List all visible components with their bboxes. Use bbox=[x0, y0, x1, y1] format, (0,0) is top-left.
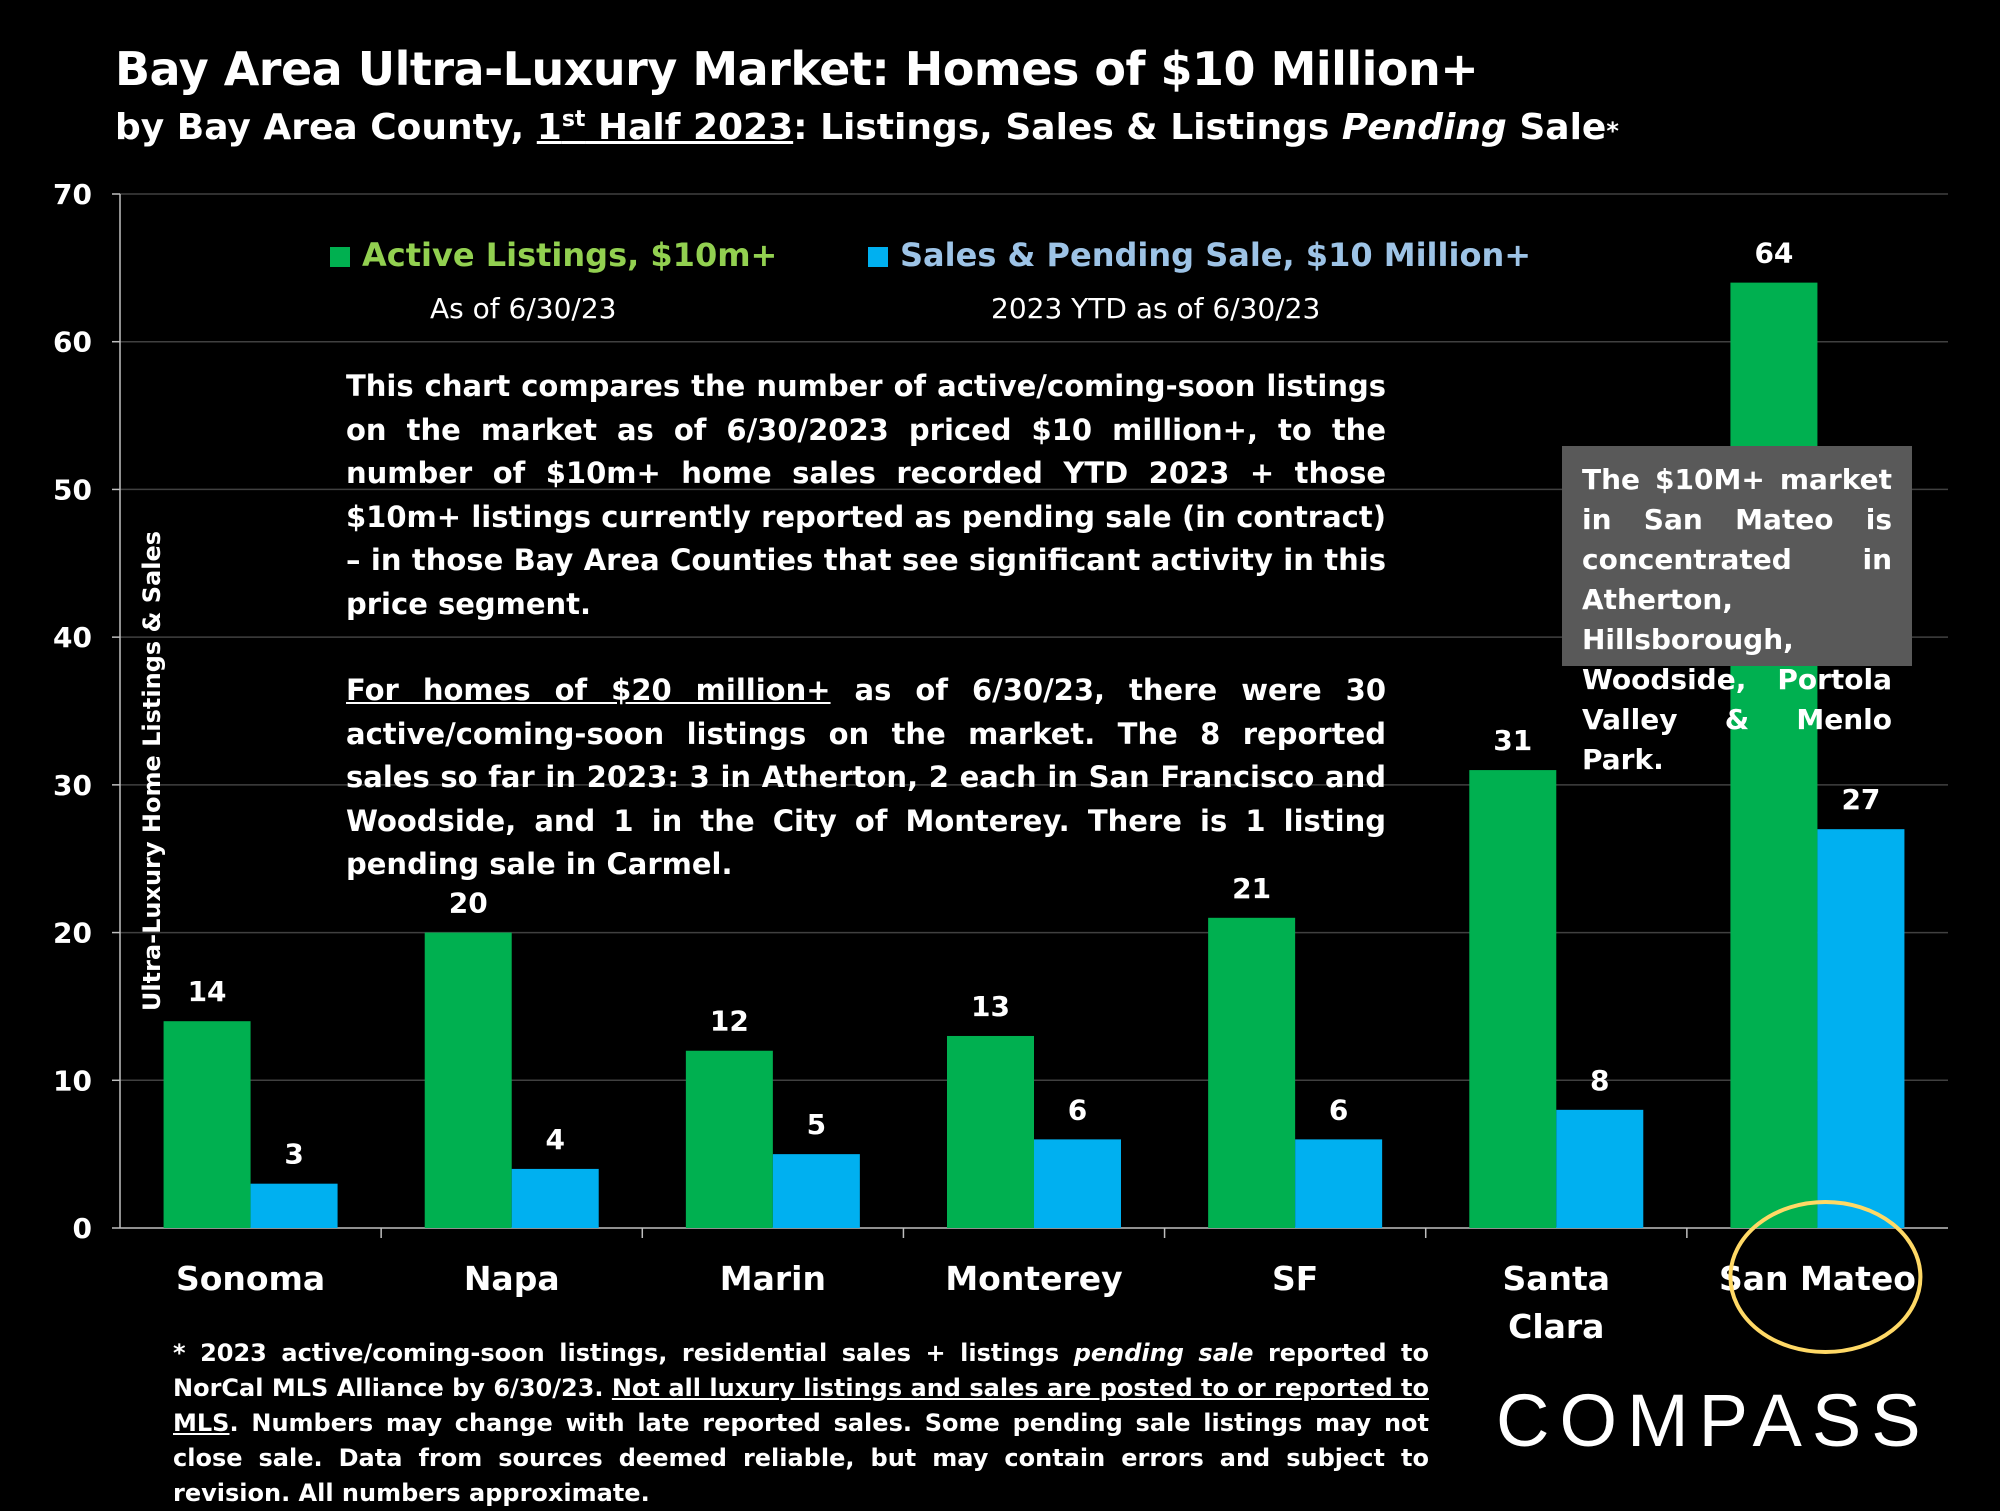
x-category-label: Monterey bbox=[945, 1259, 1122, 1298]
bar-sales bbox=[250, 1183, 338, 1228]
data-label: 3 bbox=[284, 1138, 303, 1171]
y-tick-label: 0 bbox=[73, 1212, 92, 1245]
legend-swatch-sales bbox=[868, 247, 888, 267]
legend-active-listings: Active Listings, $10m+ bbox=[330, 236, 777, 274]
y-tick-label: 20 bbox=[53, 917, 92, 950]
y-tick-label: 60 bbox=[53, 326, 92, 359]
data-label: 5 bbox=[807, 1108, 826, 1141]
data-label: 21 bbox=[1232, 872, 1271, 905]
bar-active bbox=[1208, 917, 1296, 1228]
legend-swatch-active bbox=[330, 247, 350, 267]
y-tick-label: 70 bbox=[53, 178, 92, 211]
legend-sub-sales: 2023 YTD as of 6/30/23 bbox=[991, 292, 1321, 325]
legend-label-active: Active Listings, $10m+ bbox=[362, 236, 778, 274]
san-mateo-callout: The $10M+ market in San Mateo is concent… bbox=[1562, 446, 1912, 776]
data-label: 27 bbox=[1841, 783, 1880, 816]
x-category-label: Sonoma bbox=[176, 1259, 325, 1298]
data-label: 6 bbox=[1068, 1093, 1087, 1126]
bar-sales bbox=[1817, 829, 1905, 1228]
x-category-label: Clara bbox=[1508, 1307, 1604, 1346]
chart-title: Bay Area Ultra-Luxury Market: Homes of $… bbox=[115, 42, 1479, 96]
bar-active bbox=[1469, 770, 1557, 1228]
bar-active bbox=[685, 1050, 773, 1228]
x-category-label: Napa bbox=[464, 1259, 560, 1298]
bar-sales bbox=[1295, 1139, 1383, 1228]
y-tick-label: 50 bbox=[53, 473, 92, 506]
y-tick-label: 10 bbox=[53, 1064, 92, 1097]
bar-active bbox=[947, 1035, 1034, 1228]
chart-subtitle: by Bay Area County, 1st Half 2023: Listi… bbox=[115, 107, 1619, 148]
bar-active bbox=[1730, 282, 1818, 1229]
compass-logo: COMPASS bbox=[1496, 1379, 1931, 1462]
data-label: 14 bbox=[188, 975, 227, 1008]
data-label: 20 bbox=[449, 887, 488, 920]
data-label: 8 bbox=[1590, 1064, 1609, 1097]
data-label: 31 bbox=[1493, 724, 1532, 757]
data-label: 6 bbox=[1329, 1093, 1348, 1126]
data-label: 12 bbox=[710, 1005, 749, 1038]
bar-sales bbox=[1034, 1139, 1121, 1228]
x-category-label: Santa bbox=[1502, 1259, 1610, 1298]
note-paragraph-1: This chart compares the number of active… bbox=[346, 369, 1386, 621]
highlight-circle bbox=[1728, 1200, 1923, 1354]
x-category-label: SF bbox=[1272, 1259, 1318, 1298]
y-axis-label: Ultra-Luxury Home Listings & Sales bbox=[138, 531, 166, 1011]
data-label: 64 bbox=[1754, 237, 1793, 270]
data-label: 4 bbox=[545, 1123, 564, 1156]
legend-sub-active: As of 6/30/23 bbox=[430, 292, 617, 325]
legend-sales-pending: Sales & Pending Sale, $10 Million+ bbox=[868, 236, 1531, 274]
bar-sales bbox=[511, 1168, 599, 1228]
footnote: * 2023 active/coming-soon listings, resi… bbox=[173, 1339, 1429, 1507]
bar-sales bbox=[772, 1154, 860, 1228]
y-tick-label: 30 bbox=[53, 769, 92, 802]
bar-active bbox=[163, 1021, 251, 1228]
note-paragraph-2: For homes of $20 million+ as of 6/30/23,… bbox=[346, 673, 1386, 881]
chart-description-note: This chart compares the number of active… bbox=[346, 365, 1386, 887]
x-category-label: Marin bbox=[720, 1259, 826, 1298]
bar-active bbox=[424, 932, 512, 1228]
legend-label-sales: Sales & Pending Sale, $10 Million+ bbox=[900, 236, 1532, 274]
x-category-label: San Mateo bbox=[1719, 1259, 1916, 1298]
bar-sales bbox=[1556, 1109, 1644, 1228]
data-label: 13 bbox=[971, 990, 1010, 1023]
y-tick-label: 40 bbox=[53, 621, 92, 654]
